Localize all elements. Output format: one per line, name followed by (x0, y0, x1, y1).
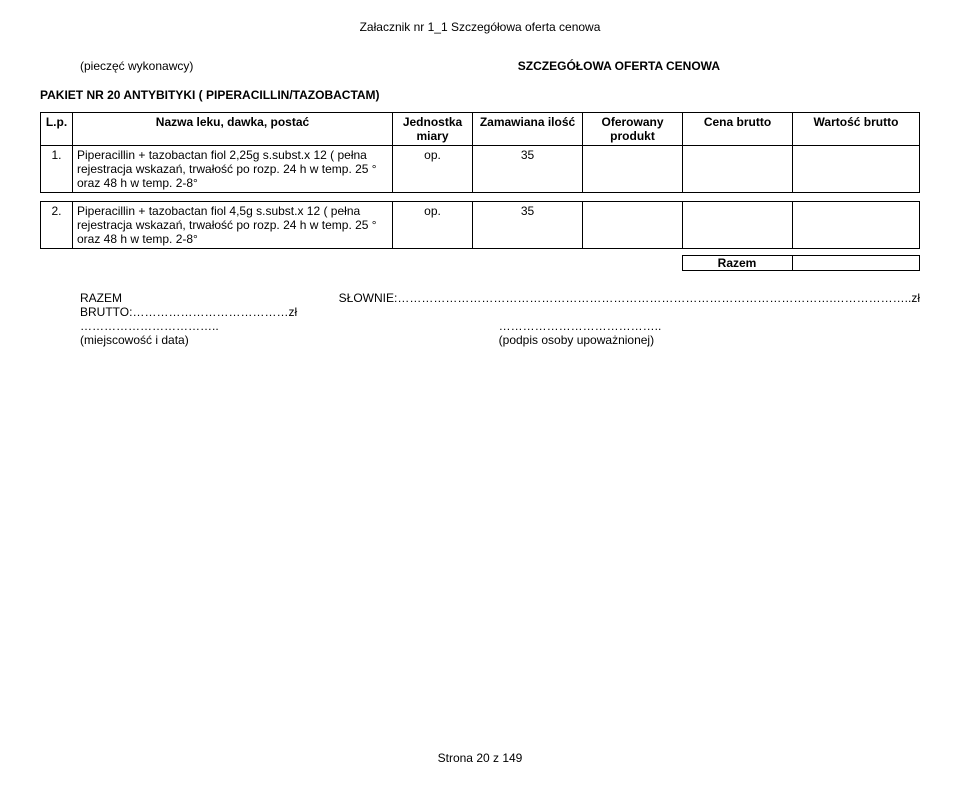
stamp-note: (pieczęć wykonawcy) (40, 59, 193, 73)
col-name: Nazwa leku, dawka, postać (73, 113, 393, 146)
cell-lp: 1. (41, 146, 73, 193)
col-value: Wartość brutto (793, 113, 920, 146)
attachment-header: Załacznik nr 1_1 Szczegółowa oferta ceno… (40, 20, 920, 34)
col-lp: L.p. (41, 113, 73, 146)
offer-table: L.p. Nazwa leku, dawka, postać Jednostka… (40, 112, 920, 249)
col-prod-l1: Oferowany (601, 115, 663, 129)
packet-title: PAKIET NR 20 ANTYBITYKI ( PIPERACILLIN/T… (40, 88, 920, 102)
cell-value[interactable] (793, 202, 920, 249)
page-footer: Strona 20 z 149 (0, 751, 960, 765)
cell-price[interactable] (683, 202, 793, 249)
cell-lp: 2. (41, 202, 73, 249)
cell-unit: op. (393, 146, 473, 193)
podpis-dots: ………………………………….. (499, 319, 920, 333)
cell-qty: 35 (473, 146, 583, 193)
cell-name: Piperacillin + tazobactan fiol 2,25g s.s… (73, 146, 393, 193)
cell-value[interactable] (793, 146, 920, 193)
col-prod: Oferowany produkt (583, 113, 683, 146)
col-prod-l2: produkt (610, 129, 655, 143)
razem-brutto: RAZEM BRUTTO:…………………………………zł (80, 291, 299, 319)
razem-label: Razem (682, 256, 792, 271)
podpis-label: (podpis osoby upoważnionej) (499, 333, 920, 347)
cell-prod[interactable] (583, 202, 683, 249)
col-price: Cena brutto (683, 113, 793, 146)
cell-price[interactable] (683, 146, 793, 193)
cell-unit: op. (393, 202, 473, 249)
col-unit-l2: miary (416, 129, 448, 143)
slownie: SŁOWNIE:……………………………………………………………………………………… (339, 291, 920, 305)
razem-value[interactable] (792, 256, 920, 271)
col-unit-l1: Jednostka (403, 115, 462, 129)
miejscowosc-label: (miejscowość i data) (80, 333, 299, 347)
col-qty: Zamawiana ilość (473, 113, 583, 146)
cell-qty: 35 (473, 202, 583, 249)
offer-title: SZCZEGÓŁOWA OFERTA CENOWA (518, 59, 920, 73)
table-row: 1. Piperacillin + tazobactan fiol 2,25g … (41, 146, 920, 193)
miejscowosc-dots: …………………………….. (80, 319, 299, 333)
spacer-row (41, 193, 920, 202)
col-unit: Jednostka miary (393, 113, 473, 146)
table-row: 2. Piperacillin + tazobactan fiol 4,5g s… (41, 202, 920, 249)
table-header-row: L.p. Nazwa leku, dawka, postać Jednostka… (41, 113, 920, 146)
cell-prod[interactable] (583, 146, 683, 193)
razem-table: Razem (40, 255, 920, 271)
cell-name: Piperacillin + tazobactan fiol 4,5g s.su… (73, 202, 393, 249)
